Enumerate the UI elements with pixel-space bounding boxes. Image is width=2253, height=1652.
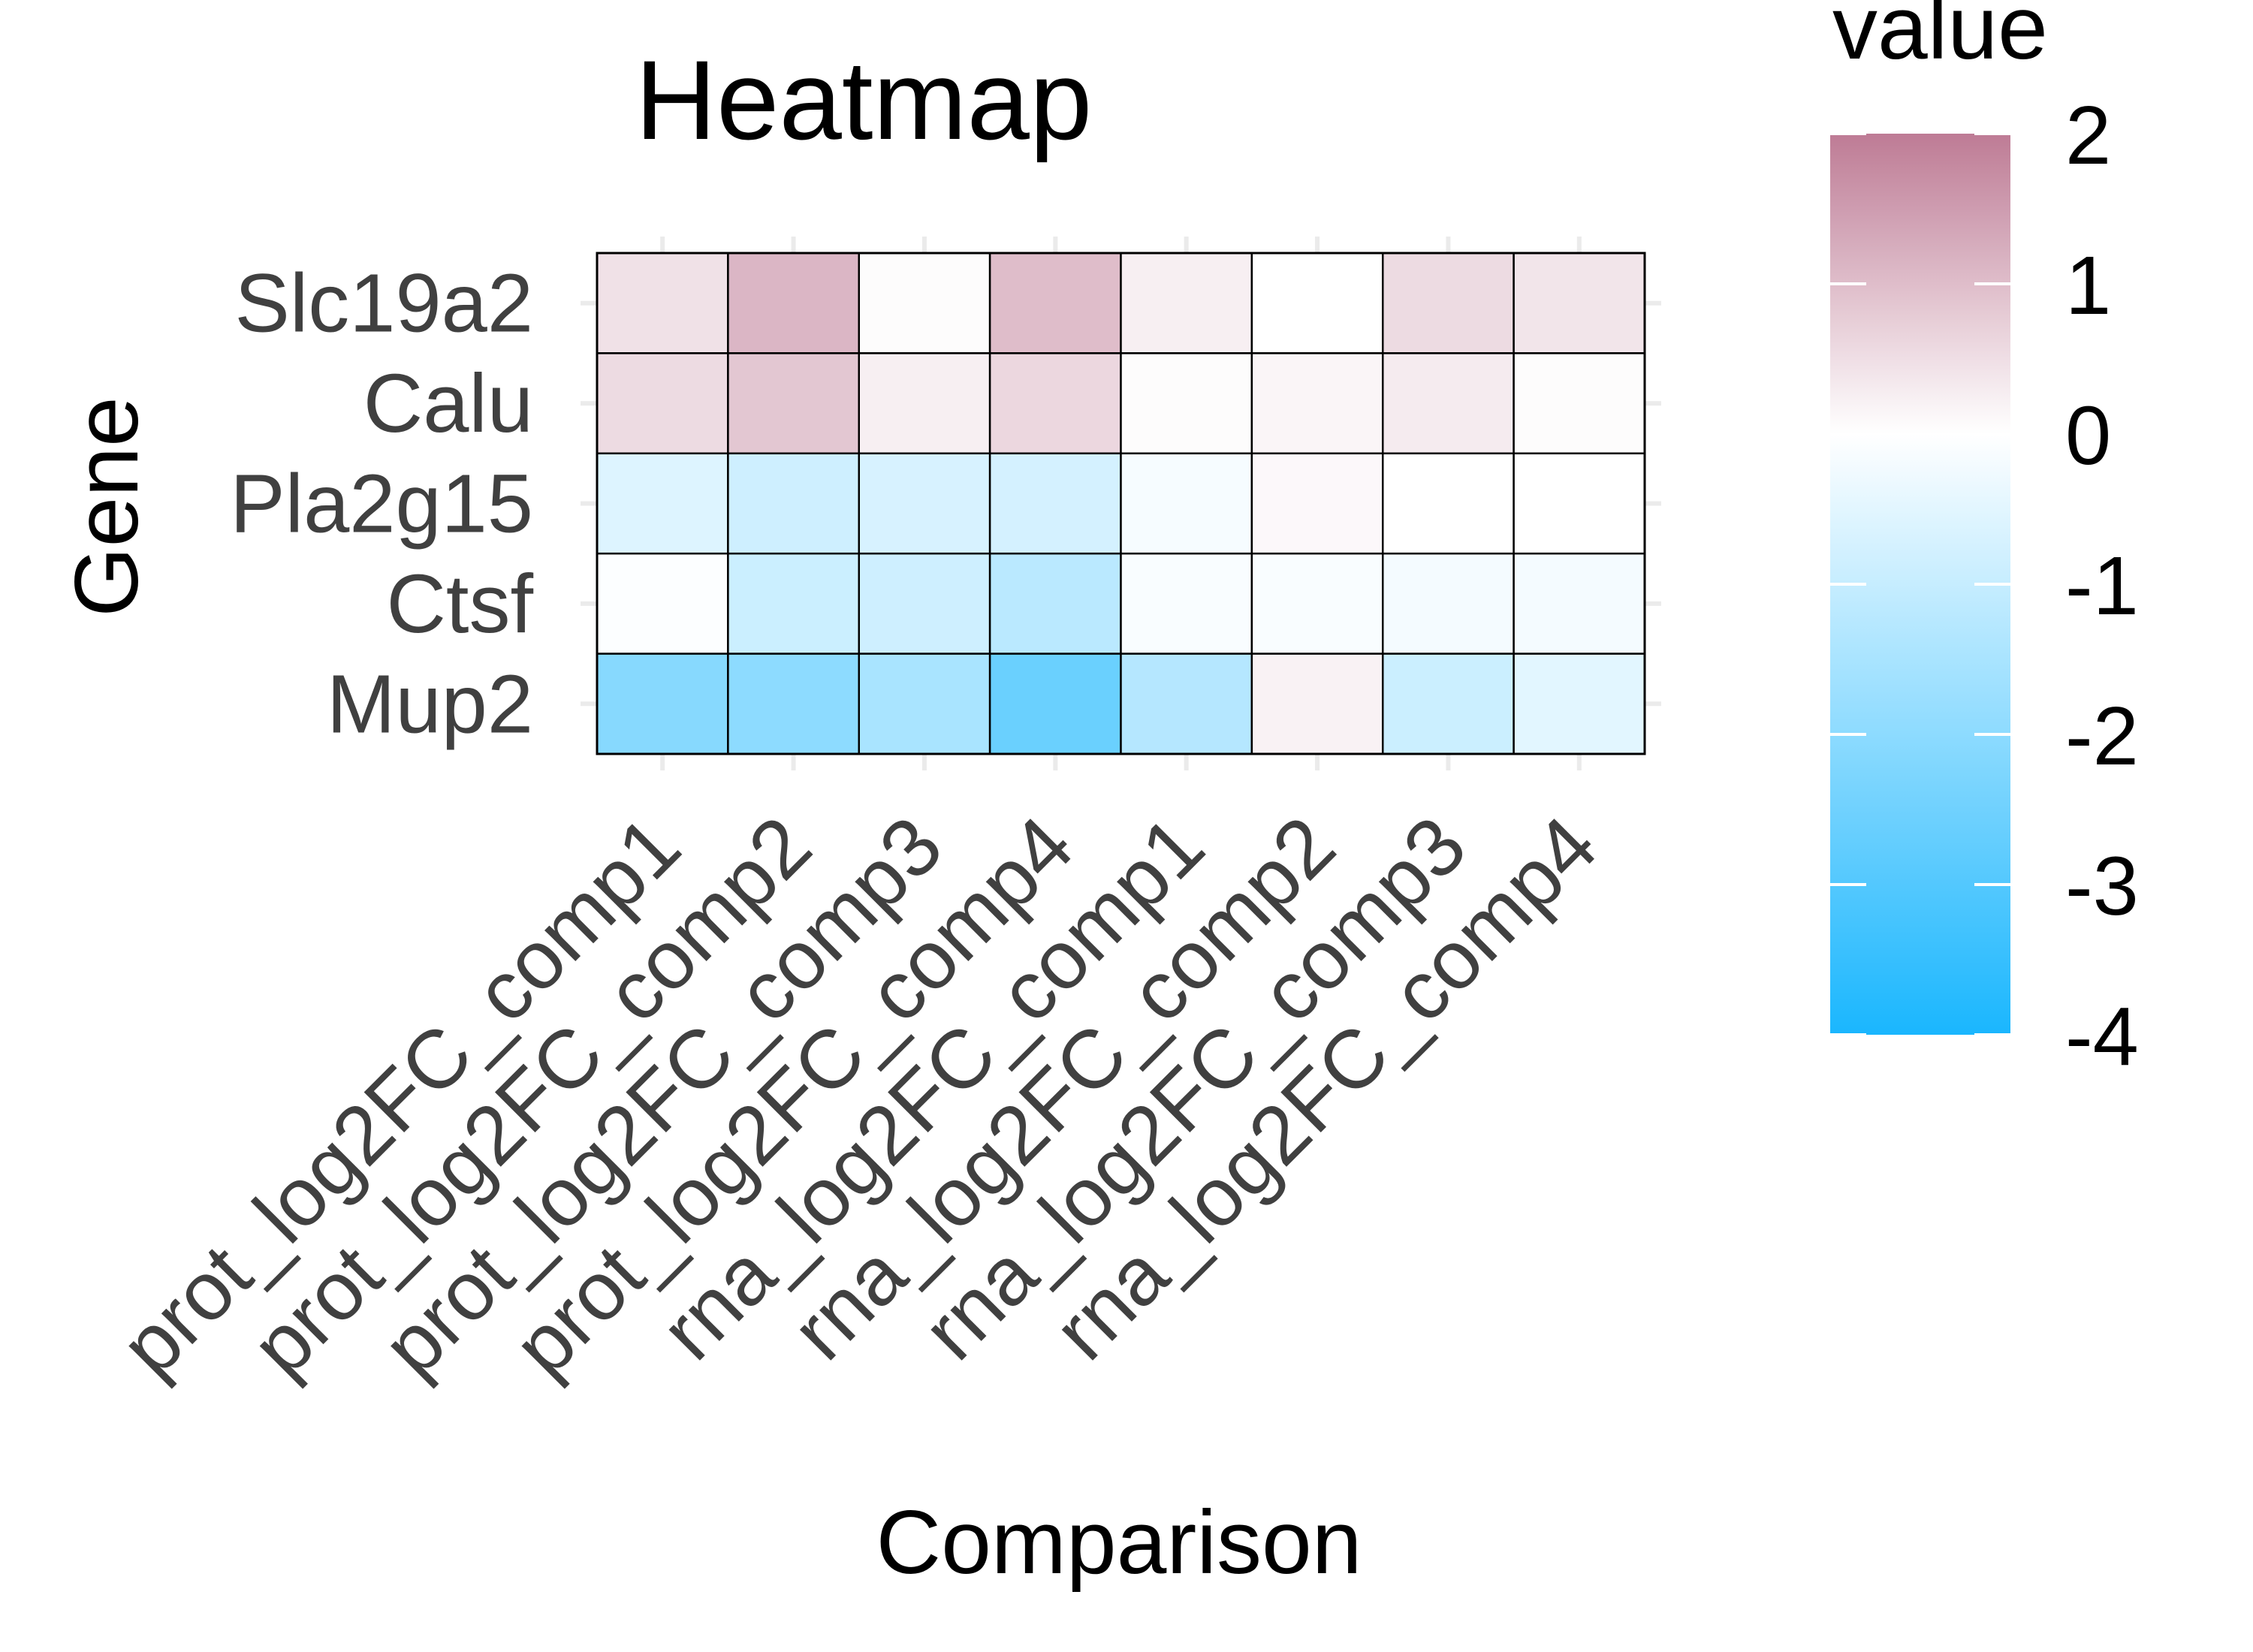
heatmap-cell bbox=[596, 352, 729, 455]
color-legend: value 2 1 0 -1 -2 -3 -4 bbox=[1830, 0, 2139, 1083]
heatmap-cell bbox=[1513, 452, 1646, 555]
heatmap-cells bbox=[596, 252, 1646, 755]
heatmap-cell bbox=[1382, 352, 1515, 455]
legend-tick-label: -2 bbox=[2065, 690, 2139, 782]
heatmap-cell bbox=[1120, 653, 1253, 755]
heatmap-cell bbox=[1250, 653, 1384, 755]
legend-tick-label: -4 bbox=[2065, 990, 2139, 1083]
heatmap-cell bbox=[1120, 352, 1253, 455]
heatmap-cell bbox=[727, 452, 860, 555]
heatmap-cell bbox=[596, 452, 729, 555]
heatmap-cell bbox=[858, 653, 991, 755]
y-tick-label: Mup2 bbox=[327, 658, 533, 750]
y-axis-title: Gene bbox=[56, 396, 157, 617]
heatmap-cell bbox=[1120, 252, 1253, 354]
legend-tick-label: 0 bbox=[2065, 390, 2111, 482]
x-axis-title: Comparison bbox=[876, 1492, 1362, 1593]
legend-tick-label: -1 bbox=[2065, 540, 2139, 632]
heatmap-cell bbox=[988, 653, 1122, 755]
heatmap-cell bbox=[988, 352, 1122, 455]
heatmap-cell bbox=[1250, 252, 1384, 354]
heatmap-cell bbox=[1120, 552, 1253, 655]
y-tick-label: Calu bbox=[363, 357, 533, 450]
heatmap-cell bbox=[1120, 452, 1253, 555]
heatmap-cell bbox=[1250, 352, 1384, 455]
heatmap-cell bbox=[1382, 653, 1515, 755]
heatmap-cell bbox=[596, 252, 729, 354]
heatmap-cell bbox=[727, 352, 860, 455]
heatmap-cell bbox=[1250, 452, 1384, 555]
heatmap-cell bbox=[858, 352, 991, 455]
heatmap-cell bbox=[596, 552, 729, 655]
heatmap-cell bbox=[727, 252, 860, 354]
legend-tick-label: -3 bbox=[2065, 840, 2139, 933]
legend-title: value bbox=[1832, 0, 2048, 78]
y-tick-label: Pla2g15 bbox=[230, 458, 533, 550]
heatmap-cell bbox=[1513, 252, 1646, 354]
heatmap-cell bbox=[1382, 452, 1515, 555]
heatmap-cell bbox=[858, 552, 991, 655]
heatmap-cell bbox=[727, 552, 860, 655]
heatmap-cell bbox=[988, 452, 1122, 555]
heatmap-cell bbox=[858, 252, 991, 354]
heatmap-cell bbox=[727, 653, 860, 755]
chart-title: Heatmap bbox=[635, 37, 1093, 163]
heatmap-cell bbox=[1513, 653, 1646, 755]
heatmap-cell bbox=[1513, 352, 1646, 455]
legend-tick-label: 1 bbox=[2065, 240, 2111, 332]
heatmap-cell bbox=[1382, 552, 1515, 655]
legend-tick-label: 2 bbox=[2065, 89, 2111, 182]
heatmap-cell bbox=[596, 653, 729, 755]
heatmap-cell bbox=[1250, 552, 1384, 655]
heatmap-cell bbox=[988, 552, 1122, 655]
plot-border bbox=[596, 252, 1646, 755]
heatmap-cell bbox=[858, 452, 991, 555]
heatmap-cell bbox=[988, 252, 1122, 354]
heatmap-cell bbox=[1382, 252, 1515, 354]
y-tick-label: Slc19a2 bbox=[234, 258, 533, 350]
y-tick-label: Ctsf bbox=[386, 558, 533, 650]
heatmap-cell bbox=[1513, 552, 1646, 655]
